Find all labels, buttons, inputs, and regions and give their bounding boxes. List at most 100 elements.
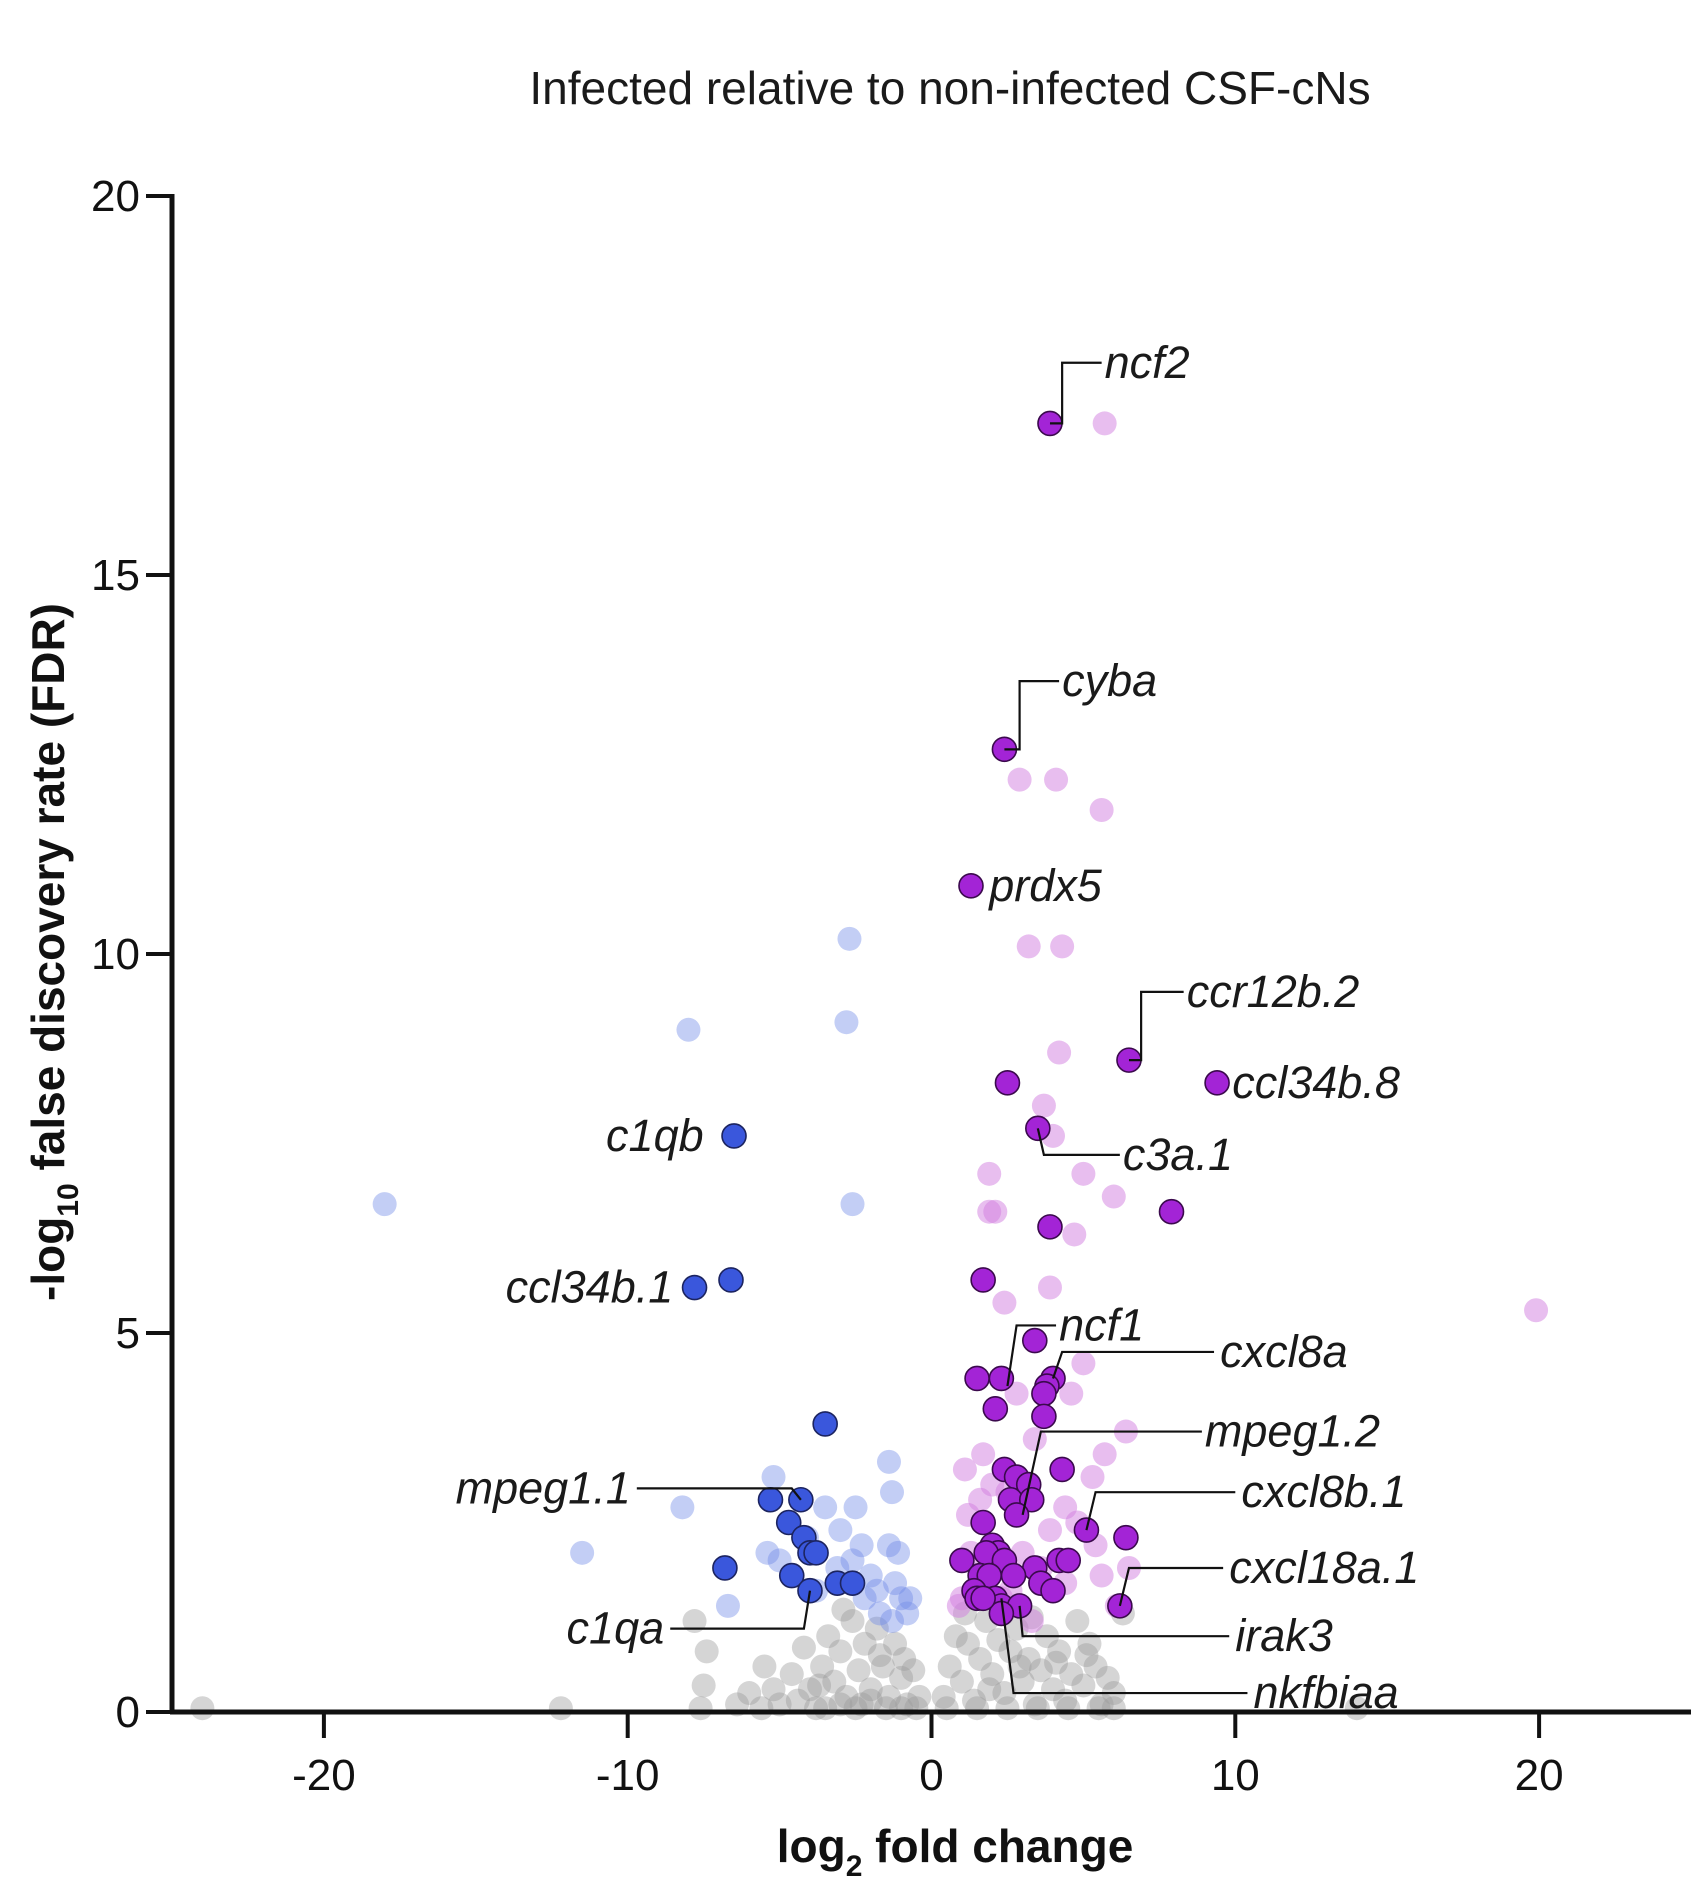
- data-point-down-labeled: [812, 1411, 838, 1437]
- data-point-not-significant: [779, 1662, 804, 1687]
- data-point-up-labeled: [964, 1365, 990, 1392]
- data-point-down: [840, 1548, 865, 1573]
- data-point-down: [570, 1540, 595, 1565]
- gene-label: mpeg1.2: [1205, 1406, 1380, 1457]
- data-point-not-significant: [548, 1696, 573, 1721]
- annotation-leader-line: [1006, 1324, 1057, 1387]
- data-point-up: [977, 1161, 1002, 1186]
- data-point-not-significant: [858, 1688, 883, 1713]
- data-point-not-significant: [892, 1646, 917, 1671]
- data-point-up: [992, 1290, 1017, 1315]
- gene-label: c1qb: [606, 1110, 704, 1161]
- annotation-leader-line: [1128, 990, 1184, 1062]
- gene-label: cyba: [1062, 655, 1157, 706]
- data-point-down: [670, 1495, 695, 1520]
- data-point-up-labeled: [1031, 1380, 1057, 1407]
- data-point-down: [372, 1192, 397, 1217]
- data-point-not-significant: [934, 1696, 959, 1721]
- data-point-up-labeled: [949, 1547, 975, 1574]
- data-point-not-significant: [937, 1654, 962, 1679]
- x-tick-label: 10: [1211, 1751, 1260, 1800]
- data-point-up: [1031, 1093, 1056, 1118]
- x-tick-label: -10: [596, 1751, 660, 1800]
- data-point-not-significant: [852, 1631, 877, 1656]
- data-point-up-labeled: [1040, 1577, 1066, 1604]
- data-point-down: [676, 1017, 701, 1042]
- data-point-up: [968, 1487, 993, 1512]
- chart-title: Infected relative to non-infected CSF-cN…: [529, 62, 1370, 114]
- data-point-not-significant: [1071, 1673, 1096, 1698]
- data-point-up: [1089, 1563, 1114, 1588]
- data-point-down-labeled: [775, 1509, 802, 1536]
- data-point-down: [880, 1480, 905, 1505]
- data-point-up-labeled: [958, 872, 984, 899]
- data-point-not-significant: [1083, 1654, 1108, 1679]
- data-point-not-significant: [828, 1639, 853, 1664]
- data-point-not-significant: [1056, 1696, 1081, 1721]
- data-point-down-labeled: [803, 1540, 829, 1566]
- data-point-not-significant: [831, 1597, 856, 1622]
- data-point-up: [977, 1199, 1002, 1224]
- data-point-up-labeled: [1204, 1070, 1230, 1096]
- data-point-up: [1007, 767, 1032, 792]
- data-point-not-significant: [962, 1688, 987, 1713]
- x-axis-title: log2 fold change: [777, 1820, 1134, 1883]
- gene-label: cxcl18a.1: [1229, 1542, 1419, 1593]
- data-point-up: [1092, 411, 1117, 436]
- data-point-down: [867, 1601, 892, 1626]
- gene-label: mpeg1.1: [456, 1462, 631, 1513]
- gene-label: ncf1: [1059, 1299, 1144, 1350]
- annotation-leader-line: [1021, 1430, 1202, 1516]
- data-point-up: [952, 1457, 977, 1482]
- data-point-up-labeled: [982, 1396, 1009, 1422]
- data-point-up: [1071, 1161, 1096, 1186]
- data-point-down: [837, 926, 862, 951]
- gene-label: ccl34b.1: [506, 1262, 674, 1313]
- data-point-up: [1047, 1040, 1072, 1065]
- annotation-leader-line: [1049, 361, 1102, 425]
- annotation-leader-line: [636, 1487, 802, 1501]
- data-point-up: [1004, 1381, 1029, 1406]
- annotation-leader-line: [1018, 1605, 1230, 1638]
- data-point-not-significant: [998, 1639, 1023, 1664]
- data-point-up-labeled: [1049, 1456, 1075, 1483]
- data-point-not-significant: [749, 1696, 774, 1721]
- data-point-not-significant: [785, 1688, 810, 1713]
- data-point-up: [1092, 1442, 1117, 1467]
- annotation-leader-line: [1000, 1598, 1248, 1695]
- data-point-not-significant: [816, 1624, 841, 1649]
- data-point-down: [813, 1495, 838, 1520]
- data-point-down: [883, 1571, 908, 1596]
- data-point-not-significant: [840, 1609, 865, 1634]
- data-point-not-significant: [931, 1684, 956, 1709]
- data-point-not-significant: [876, 1684, 901, 1709]
- annotation-leader-line: [1118, 1566, 1224, 1607]
- annotation-leader-line: [1004, 680, 1060, 751]
- data-point-down: [895, 1601, 920, 1626]
- gene-label: c3a.1: [1123, 1129, 1233, 1180]
- data-point-not-significant: [1028, 1658, 1053, 1683]
- data-point-not-significant: [943, 1624, 968, 1649]
- data-point-down: [843, 1495, 868, 1520]
- data-point-not-significant: [1010, 1669, 1035, 1694]
- data-point-down: [828, 1518, 853, 1543]
- axes: 0 5 10 15 20 -20 -10 0 10 20: [91, 172, 1691, 1800]
- data-point-not-significant: [1025, 1696, 1050, 1721]
- data-point-not-significant: [761, 1677, 786, 1702]
- y-tick-label: 0: [116, 1688, 140, 1737]
- x-tick-label: -20: [292, 1751, 356, 1800]
- data-point-up: [1037, 1275, 1062, 1300]
- data-point-not-significant: [1065, 1609, 1090, 1634]
- data-point-down: [849, 1533, 874, 1558]
- data-point-down: [876, 1449, 901, 1474]
- data-point-down: [761, 1465, 786, 1490]
- data-point-up: [1062, 1222, 1087, 1247]
- data-point-down-labeled: [718, 1267, 744, 1293]
- gene-label: ccr12b.2: [1187, 966, 1360, 1017]
- plot-area: ncf2 cyba prdx5 ccr12b.2 ccl34b.8 c3a.1 c1qb cc…: [190, 337, 1549, 1721]
- data-point-not-significant: [1059, 1662, 1084, 1687]
- data-point-not-significant: [1053, 1688, 1078, 1713]
- data-point-up-labeled: [970, 1585, 996, 1612]
- data-point-not-significant: [752, 1654, 777, 1679]
- data-point-not-significant: [1077, 1631, 1102, 1656]
